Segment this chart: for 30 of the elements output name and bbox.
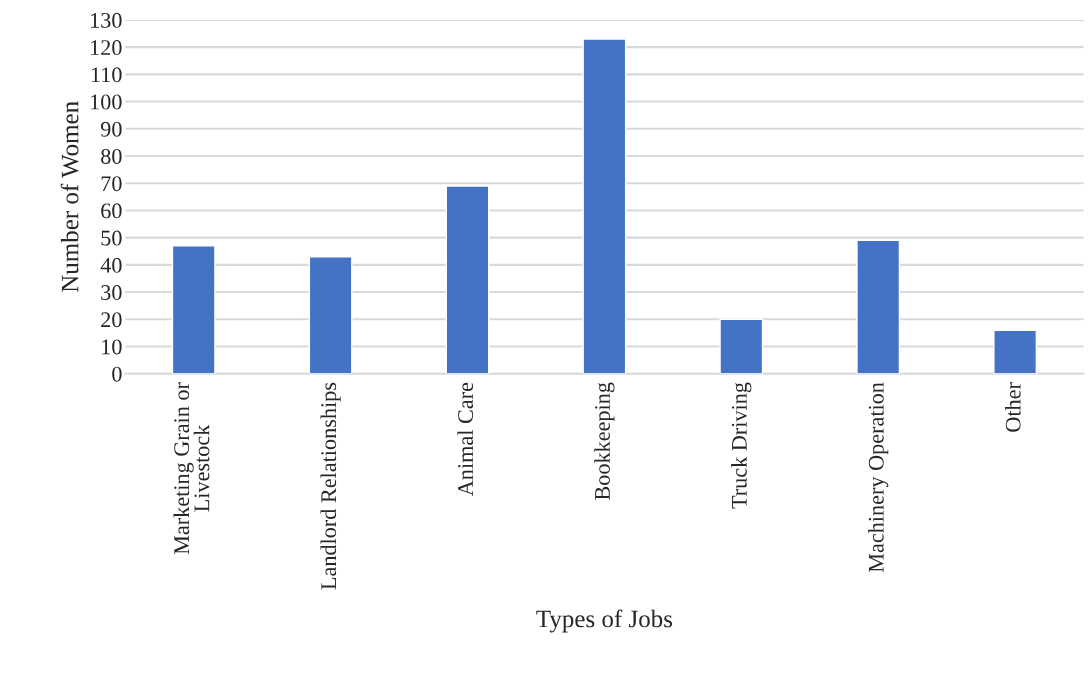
bar	[719, 318, 764, 374]
bar	[445, 185, 490, 374]
y-tick-label: 90	[100, 121, 122, 137]
y-tick-label: 70	[101, 176, 122, 192]
bar	[308, 256, 353, 374]
y-tick-label: 100	[91, 94, 122, 110]
x-tick-label: Truck Driving	[731, 382, 752, 509]
y-tick-label: 110	[91, 67, 122, 83]
x-tick-label: Animal Care	[457, 382, 474, 497]
y-tick-label: 80	[101, 148, 122, 164]
y-tick-label: 60	[101, 203, 122, 219]
bar	[171, 245, 216, 374]
y-tick-label: 120	[91, 40, 122, 56]
x-axis-title: Types of Jobs	[536, 609, 673, 633]
x-tick-label: Landlord Relationships	[320, 382, 341, 590]
y-tick-label: 10	[102, 339, 122, 355]
y-tick-label: 0	[112, 366, 122, 382]
y-tick-label: 30	[101, 285, 122, 301]
bar	[856, 239, 901, 374]
x-tick-label: Marketing Grain or Livestock	[173, 382, 210, 555]
y-tick-label: 20	[101, 312, 122, 328]
x-tick-label: Machinery Operation	[868, 382, 889, 573]
bar	[993, 329, 1038, 374]
y-tick-label: 50	[101, 230, 122, 246]
y-tick-label: 130	[91, 12, 122, 28]
x-tick-label: Other	[1005, 382, 1021, 432]
bar	[582, 38, 627, 374]
y-tick-label: 40	[100, 257, 122, 273]
x-tick-label: Bookkeeping	[594, 382, 615, 500]
y-axis-title: Number of Women	[60, 101, 79, 293]
